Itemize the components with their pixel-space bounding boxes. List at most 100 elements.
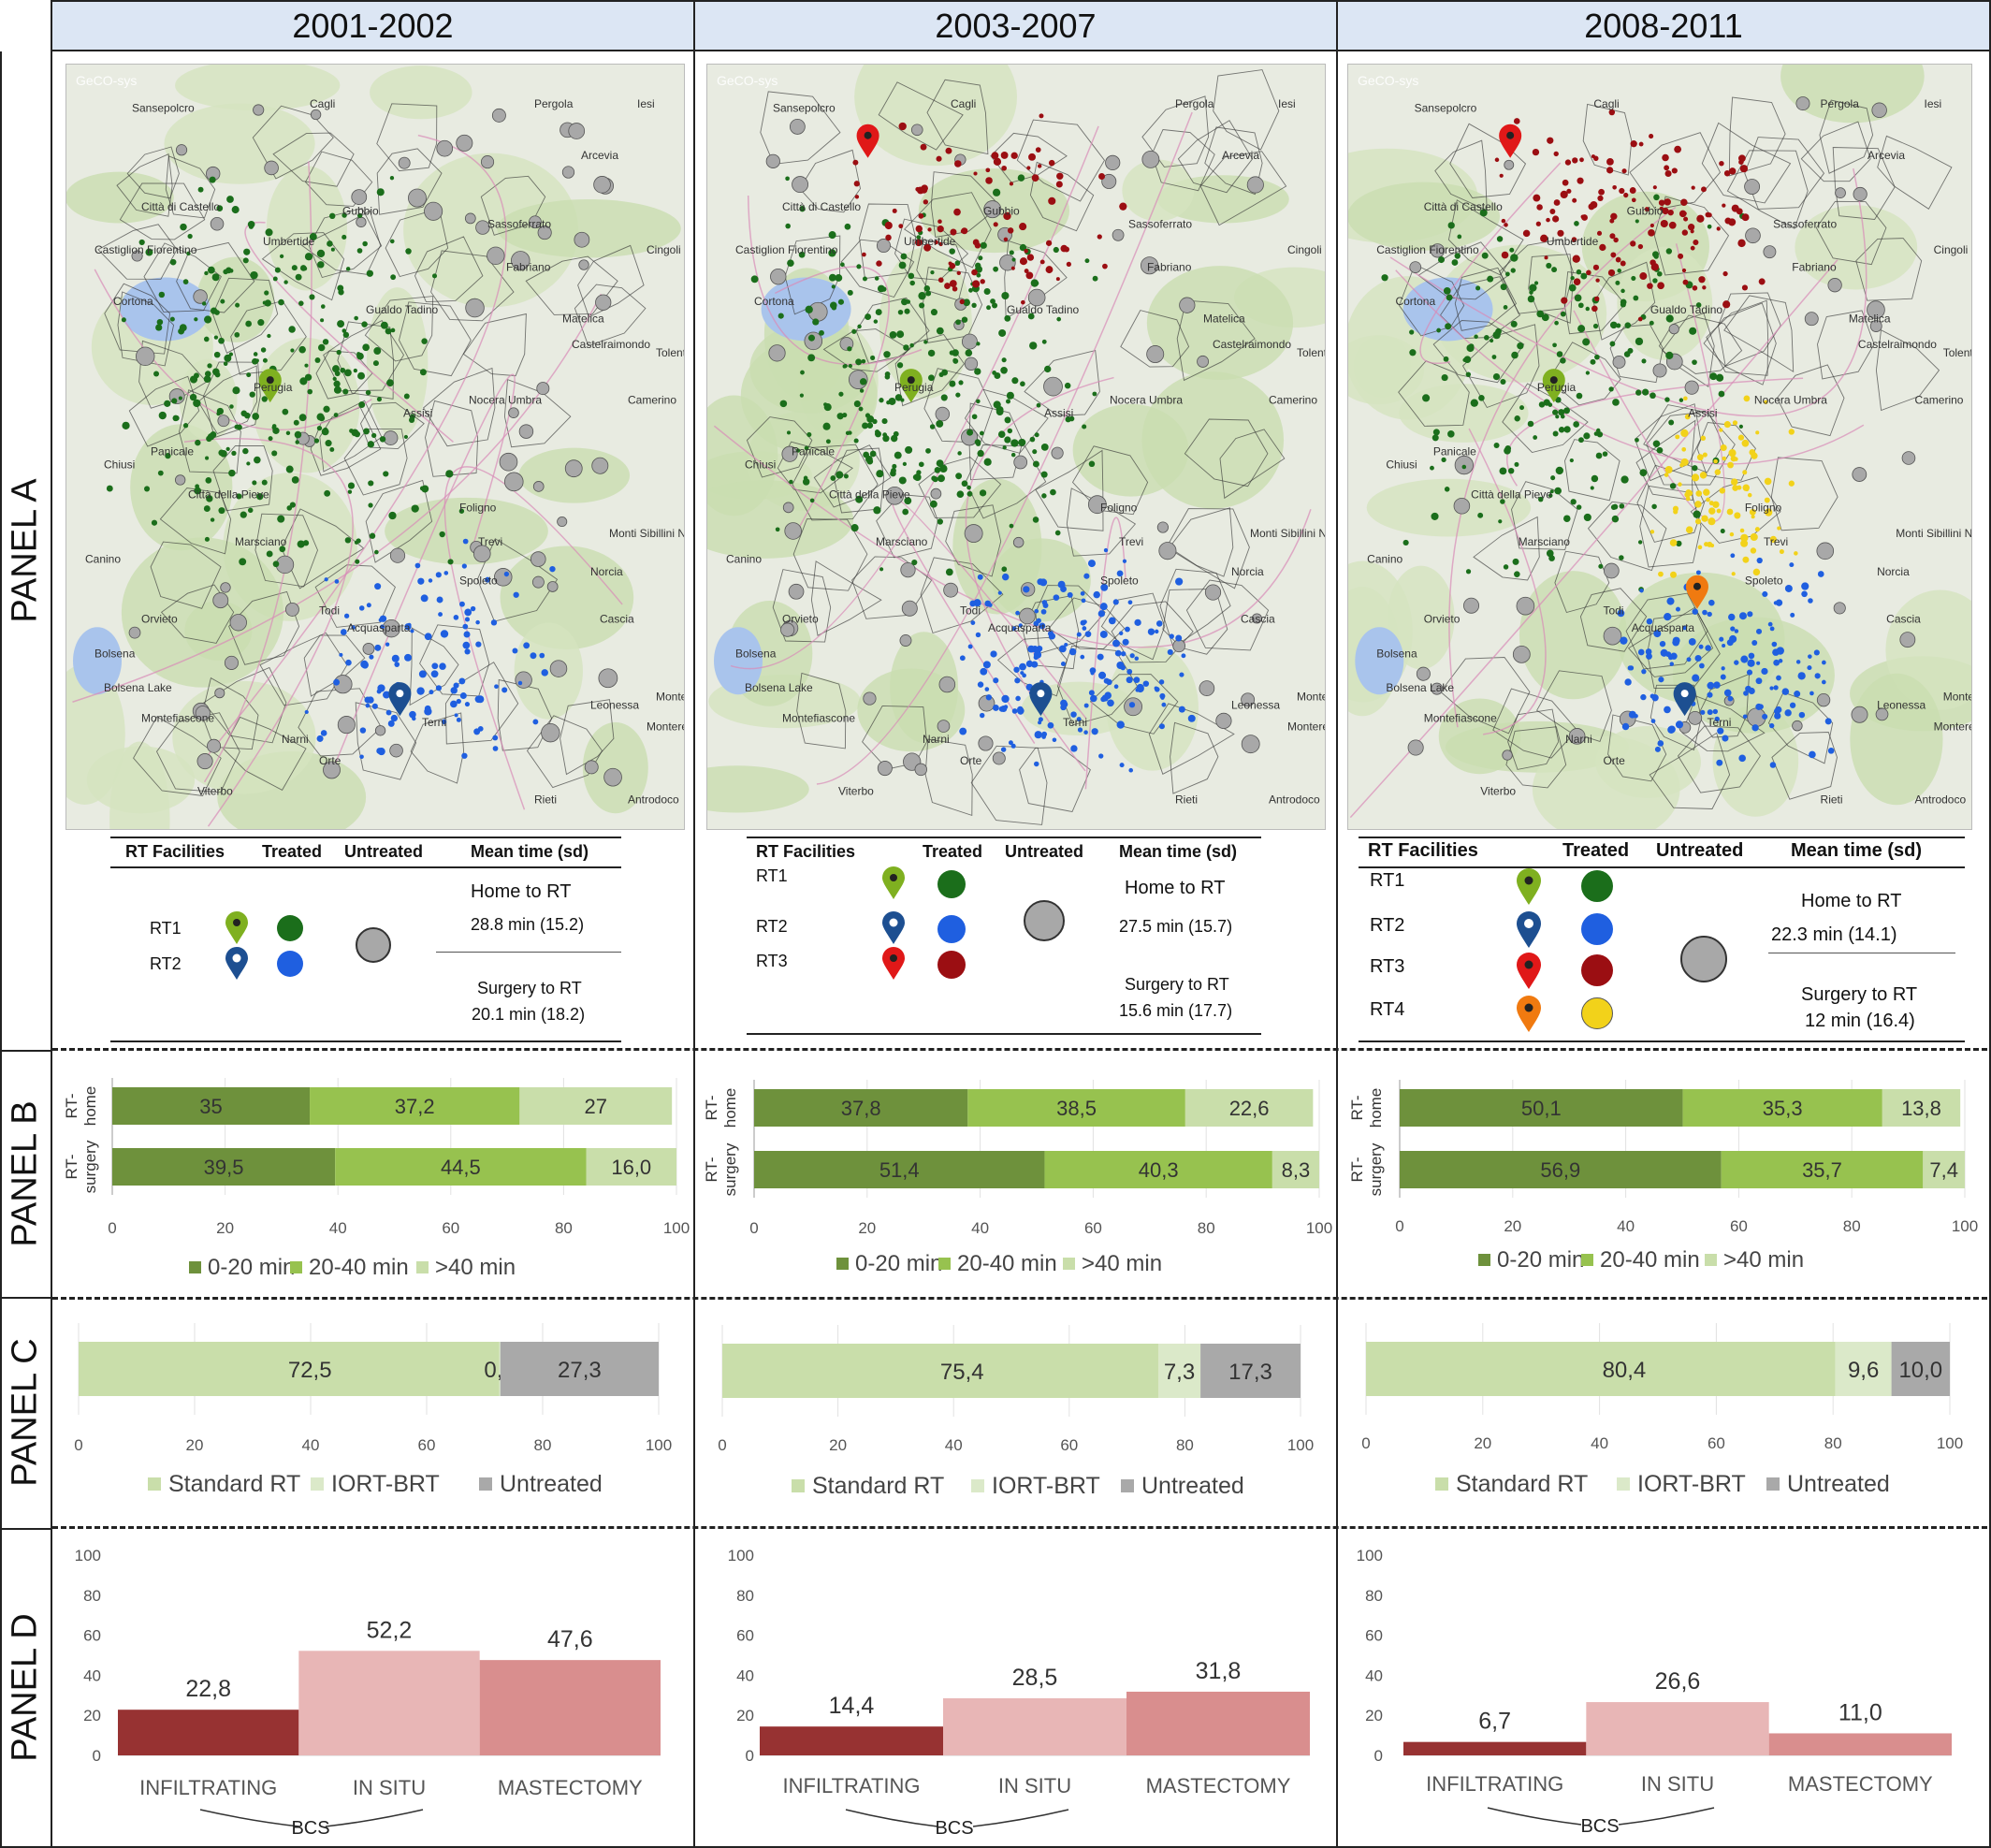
treated-marker bbox=[975, 632, 981, 638]
treated-marker bbox=[1630, 240, 1636, 247]
treated-marker bbox=[439, 531, 445, 538]
x-tick-label: 20 bbox=[829, 1436, 847, 1454]
data-label: 47,6 bbox=[547, 1626, 593, 1652]
untreated-marker bbox=[578, 259, 589, 270]
untreated-marker bbox=[876, 239, 891, 254]
treated-marker bbox=[1108, 617, 1116, 625]
map-place-label: Bolsena bbox=[735, 647, 777, 660]
treated-marker bbox=[1475, 285, 1481, 291]
treated-marker bbox=[1000, 366, 1008, 374]
treated-marker bbox=[1536, 310, 1545, 318]
treated-marker bbox=[1668, 221, 1677, 229]
treated-marker bbox=[873, 319, 879, 324]
map-place-label: Fabriano bbox=[506, 260, 551, 273]
treated-marker bbox=[1676, 540, 1682, 547]
period-header-2: 2003-2007 bbox=[693, 0, 1338, 51]
treated-marker bbox=[462, 623, 469, 630]
treated-marker bbox=[1669, 483, 1677, 489]
treated-marker bbox=[1769, 762, 1777, 768]
treated-marker bbox=[889, 331, 897, 339]
treated-marker bbox=[1461, 464, 1467, 470]
treated-marker bbox=[1695, 490, 1703, 497]
treated-marker bbox=[1639, 588, 1644, 593]
untreated-marker bbox=[456, 134, 473, 152]
treated-marker bbox=[1059, 645, 1067, 653]
treated-marker bbox=[865, 313, 872, 321]
treated-marker bbox=[180, 223, 187, 231]
treated-marker bbox=[1040, 608, 1047, 615]
treated-marker bbox=[1492, 372, 1501, 381]
treated-marker bbox=[957, 451, 962, 456]
treated-marker bbox=[204, 315, 212, 324]
treated-marker bbox=[1014, 677, 1021, 684]
x-tick-label: 0 bbox=[718, 1436, 726, 1454]
treated-marker bbox=[1697, 545, 1703, 550]
treated-marker bbox=[1445, 323, 1452, 330]
road bbox=[747, 195, 923, 366]
treated-marker bbox=[1011, 257, 1016, 262]
bcs-bracket bbox=[325, 1809, 424, 1827]
treated-marker bbox=[1017, 174, 1025, 182]
map-place-label: Todi bbox=[960, 604, 981, 618]
terrain-patch bbox=[1366, 478, 1532, 537]
treated-marker bbox=[1683, 396, 1688, 401]
facility-pin-icon bbox=[856, 124, 879, 158]
treated-marker bbox=[802, 478, 810, 486]
untreated-marker bbox=[1612, 355, 1626, 369]
untreated-marker bbox=[999, 254, 1016, 271]
treated-marker bbox=[337, 320, 345, 328]
treated-marker bbox=[1048, 633, 1055, 640]
treated-marker bbox=[204, 371, 211, 377]
legend-label: Untreated bbox=[1787, 1471, 1890, 1497]
municipal-boundary bbox=[1767, 691, 1834, 764]
treated-marker bbox=[1756, 661, 1761, 665]
treated-marker bbox=[1018, 623, 1023, 628]
treated-marker bbox=[789, 479, 793, 485]
facility-pin-icon bbox=[1499, 124, 1522, 158]
treated-marker bbox=[485, 576, 491, 583]
treated-marker bbox=[333, 413, 339, 417]
map-place-label: Leonessa bbox=[590, 698, 639, 711]
treated-marker bbox=[1642, 388, 1649, 396]
y-tick-label: 80 bbox=[83, 1587, 101, 1605]
treated-marker bbox=[1664, 473, 1669, 477]
treated-marker bbox=[1635, 437, 1639, 443]
panel-separator bbox=[52, 1048, 1987, 1051]
treated-marker bbox=[475, 619, 480, 625]
data-label: 75,4 bbox=[940, 1360, 984, 1385]
untreated-marker bbox=[536, 382, 550, 396]
treated-marker bbox=[342, 388, 349, 395]
treated-marker bbox=[240, 410, 248, 417]
terrain-patch bbox=[1122, 159, 1195, 222]
municipal-boundary bbox=[526, 715, 603, 789]
treated-marker bbox=[246, 372, 252, 378]
treated-marker bbox=[1707, 709, 1713, 716]
municipal-boundary bbox=[1120, 310, 1190, 368]
map-place-label: Terni bbox=[422, 716, 446, 729]
data-label: 72,5 bbox=[288, 1358, 332, 1383]
legend-label: >40 min bbox=[1082, 1251, 1162, 1276]
untreated-marker bbox=[1430, 243, 1446, 258]
treated-marker bbox=[1039, 622, 1046, 630]
treated-marker bbox=[1620, 260, 1626, 267]
treated-marker bbox=[144, 486, 151, 492]
treated-marker bbox=[807, 431, 812, 438]
treated-marker bbox=[1555, 466, 1564, 475]
treated-marker bbox=[954, 160, 962, 167]
treated-marker bbox=[1470, 399, 1478, 407]
treated-marker bbox=[1128, 702, 1136, 708]
y-tick-label: 60 bbox=[736, 1627, 754, 1645]
data-label: 26,6 bbox=[1655, 1668, 1701, 1695]
treated-marker bbox=[1698, 276, 1706, 284]
treated-marker bbox=[1026, 166, 1031, 170]
treated-marker bbox=[1696, 454, 1704, 461]
treated-marker bbox=[1665, 651, 1672, 658]
treated-marker bbox=[1748, 652, 1755, 660]
treated-marker bbox=[299, 377, 308, 386]
map-place-label: Perugia bbox=[894, 381, 934, 394]
treated-marker bbox=[403, 434, 409, 440]
treated-marker bbox=[1613, 237, 1619, 243]
treated-marker bbox=[1116, 720, 1125, 729]
municipal-boundary bbox=[1770, 457, 1838, 531]
treated-marker bbox=[1576, 392, 1583, 400]
